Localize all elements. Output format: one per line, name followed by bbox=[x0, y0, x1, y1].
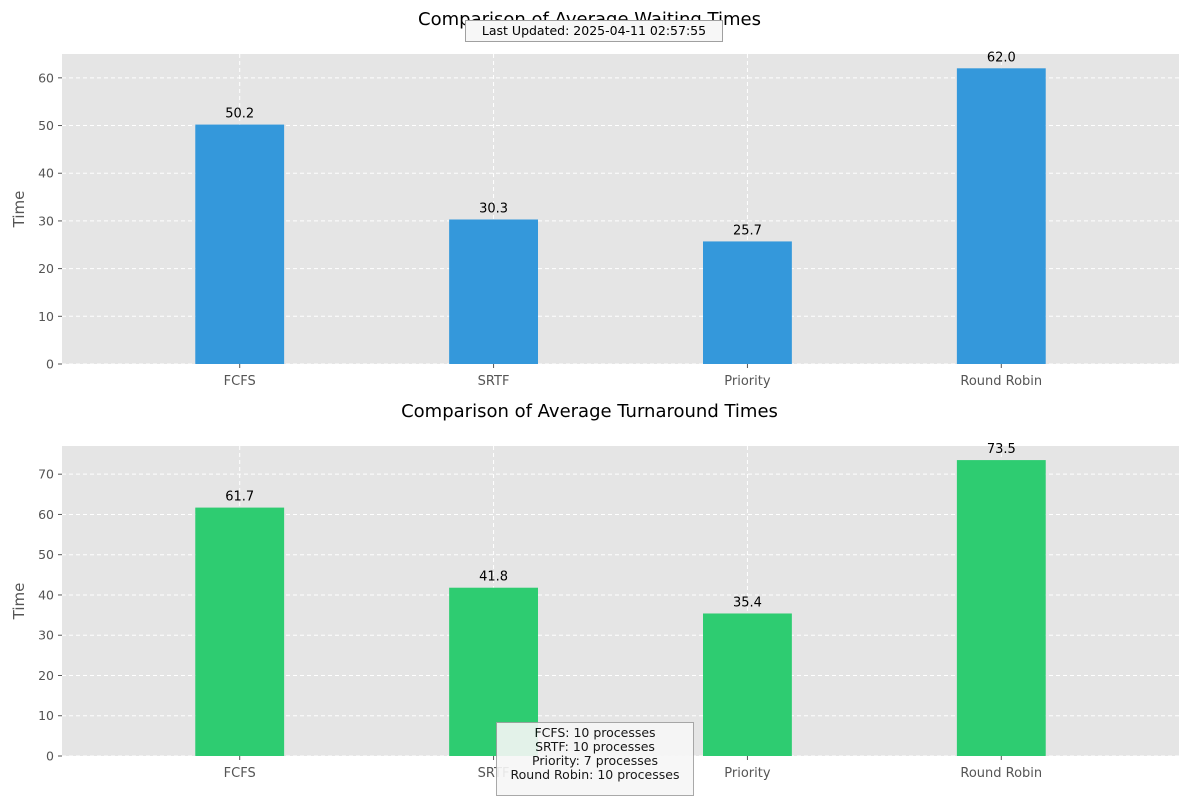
process-count-srtf: SRTF: 10 processes bbox=[535, 739, 655, 754]
y-tick-label: 50 bbox=[38, 547, 54, 562]
last-updated-label: Last Updated: 2025-04-11 02:57:55 bbox=[465, 20, 723, 42]
bar-priority bbox=[703, 613, 792, 756]
data-label: 35.4 bbox=[733, 595, 762, 610]
y-tick-label: 20 bbox=[38, 261, 54, 276]
y-tick-label: 10 bbox=[38, 309, 54, 324]
x-tick-label: Priority bbox=[724, 374, 771, 389]
bar-round-robin bbox=[956, 68, 1046, 365]
x-tick-label: FCFS bbox=[224, 766, 256, 781]
process-count-round-robin: Round Robin: 10 processes bbox=[510, 767, 680, 782]
data-label: 41.8 bbox=[479, 570, 508, 585]
y-tick-label: 10 bbox=[38, 708, 54, 723]
y-tick-label: 60 bbox=[38, 70, 54, 85]
data-label: 25.7 bbox=[733, 223, 762, 238]
chart-title: Comparison of Average Turnaround Times bbox=[401, 401, 778, 422]
bar-priority bbox=[703, 241, 792, 364]
y-tick-label: 60 bbox=[38, 507, 54, 522]
data-label: 73.5 bbox=[987, 442, 1016, 457]
waiting-times-chart: 0 10 20 30 40 50 60 50.2 FCFS 30.3 SRTF 25.7 Priorit… bbox=[10, 9, 1179, 389]
data-label: 61.7 bbox=[225, 490, 254, 505]
y-axis-label: Time bbox=[10, 191, 28, 229]
y-tick-label: 30 bbox=[38, 213, 54, 228]
data-label: 62.0 bbox=[987, 50, 1016, 65]
y-tick-label: 40 bbox=[38, 587, 54, 602]
y-tick-label: 40 bbox=[38, 166, 54, 181]
bar-round-robin bbox=[956, 460, 1046, 756]
y-tick-label: 70 bbox=[38, 467, 54, 482]
x-tick-label: Round Robin bbox=[960, 766, 1042, 781]
data-label: 50.2 bbox=[225, 107, 254, 122]
y-tick-label: 0 bbox=[46, 749, 54, 764]
y-tick-label: 0 bbox=[46, 357, 54, 372]
process-count-priority: Priority: 7 processes bbox=[532, 753, 658, 768]
process-count-box: FCFS: 10 processes SRTF: 10 processes Pr… bbox=[496, 722, 694, 796]
y-axis-label: Time bbox=[10, 583, 28, 621]
y-tick-label: 50 bbox=[38, 118, 54, 133]
bar-fcfs bbox=[195, 124, 285, 364]
data-label: 30.3 bbox=[479, 201, 508, 216]
x-tick-label: Priority bbox=[724, 766, 771, 781]
x-tick-label: FCFS bbox=[224, 374, 256, 389]
turnaround-times-chart: 01020304050607061.7FCFS41.8SRTF35.4Prior… bbox=[10, 401, 1179, 781]
y-tick-label: 30 bbox=[38, 628, 54, 643]
x-tick-label: Round Robin bbox=[960, 374, 1042, 389]
x-tick-label: SRTF bbox=[478, 374, 510, 389]
y-tick-label: 20 bbox=[38, 668, 54, 683]
process-count-fcfs: FCFS: 10 processes bbox=[534, 725, 656, 740]
bar-fcfs bbox=[195, 507, 285, 756]
bar-srtf bbox=[449, 219, 538, 364]
